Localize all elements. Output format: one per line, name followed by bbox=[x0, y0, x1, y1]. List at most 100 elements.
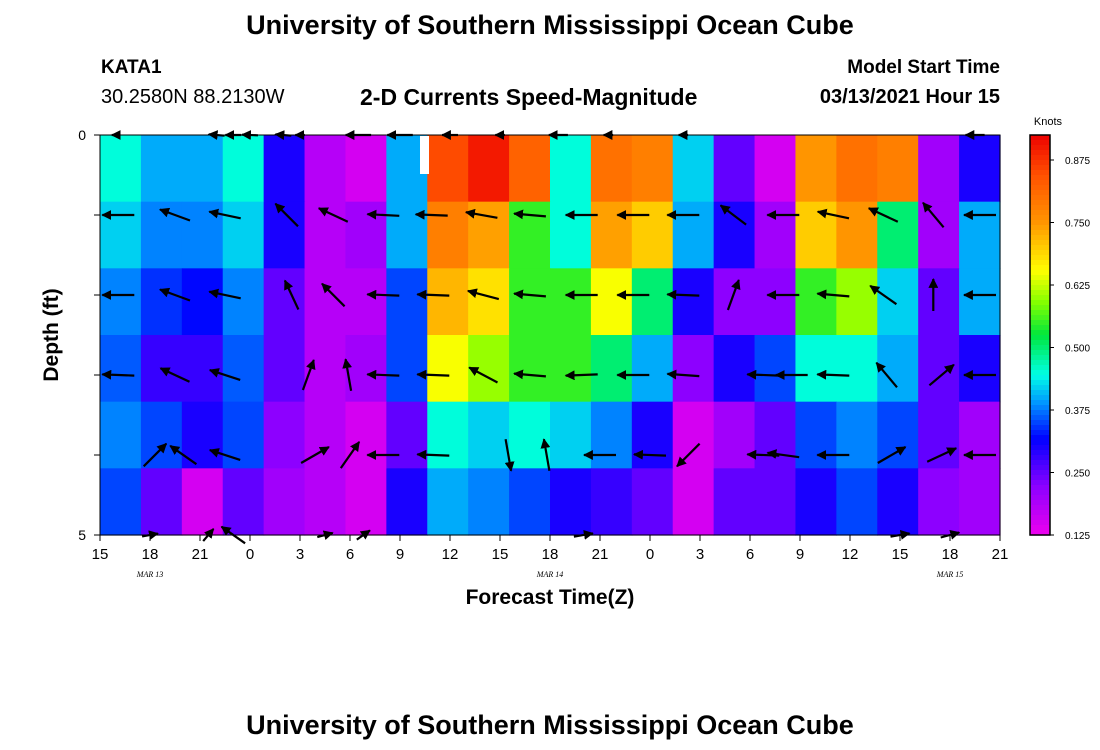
colorbar-segment bbox=[1030, 415, 1050, 421]
heatmap-cell bbox=[918, 335, 960, 403]
colorbar-segment bbox=[1030, 270, 1050, 276]
heatmap-cell bbox=[836, 201, 878, 269]
x-tick-label: 6 bbox=[746, 546, 754, 563]
current-vector bbox=[142, 442, 168, 468]
colorbar-segment bbox=[1030, 220, 1050, 226]
current-vector bbox=[877, 446, 907, 464]
current-vector bbox=[101, 369, 135, 380]
date-label: MAR 13 bbox=[136, 570, 163, 579]
current-vector bbox=[564, 370, 598, 381]
heatmap-cell bbox=[181, 268, 224, 336]
heatmap-cell bbox=[877, 401, 919, 469]
heatmap-cell bbox=[427, 335, 469, 403]
current-vector bbox=[726, 279, 741, 311]
heatmap-cell bbox=[509, 135, 551, 203]
current-vector bbox=[301, 359, 316, 391]
heatmap-cell bbox=[631, 135, 674, 203]
heatmap-cell bbox=[550, 401, 592, 469]
heatmap-cell bbox=[590, 468, 633, 536]
colorbar-segment bbox=[1030, 520, 1050, 526]
current-vector bbox=[869, 284, 898, 306]
heatmap-cell bbox=[631, 401, 674, 469]
current-vector bbox=[513, 209, 546, 220]
heatmap-cell bbox=[222, 268, 265, 336]
colorbar-segment bbox=[1030, 175, 1050, 181]
current-vector bbox=[666, 289, 700, 300]
colorbar-segment bbox=[1030, 265, 1050, 271]
heatmap-cell bbox=[550, 268, 592, 336]
colorbar-segment bbox=[1030, 475, 1050, 481]
current-vector bbox=[719, 204, 747, 226]
heatmap-cell bbox=[386, 268, 428, 336]
x-tick-label: 0 bbox=[646, 546, 654, 563]
heatmap-cell bbox=[550, 201, 592, 269]
heatmap-cell bbox=[140, 135, 183, 203]
current-vector bbox=[867, 207, 899, 223]
colorbar-segment bbox=[1030, 305, 1050, 311]
current-vector bbox=[816, 369, 850, 380]
heatmap-cell bbox=[795, 201, 837, 269]
current-vector bbox=[321, 282, 346, 308]
colorbar-tick-label: 0.750 bbox=[1065, 219, 1090, 230]
heatmap-cell bbox=[140, 201, 183, 269]
heatmap-cell bbox=[345, 468, 387, 536]
heatmap-cell bbox=[386, 335, 428, 403]
colorbar-segment bbox=[1030, 135, 1050, 141]
heatmap-cell bbox=[263, 268, 306, 336]
current-vector bbox=[208, 368, 241, 381]
heatmap-cell bbox=[386, 468, 428, 536]
heatmap-cell bbox=[754, 468, 797, 536]
colorbar-units: Knots bbox=[1034, 116, 1063, 128]
heatmap-cell bbox=[918, 401, 960, 469]
colorbar-segment bbox=[1030, 205, 1050, 211]
heatmap-cell bbox=[959, 201, 1001, 269]
heatmap-cell bbox=[509, 335, 551, 403]
heatmap-cell bbox=[263, 135, 306, 203]
heatmap-cell bbox=[468, 468, 510, 536]
current-vector bbox=[466, 288, 500, 301]
heatmap-cell bbox=[713, 401, 756, 469]
colorbar-segment bbox=[1030, 525, 1050, 531]
colorbar-segment bbox=[1030, 345, 1050, 351]
heatmap-cell bbox=[836, 401, 878, 469]
colorbar-segment bbox=[1030, 485, 1050, 491]
y-axis-label: Depth (ft) bbox=[40, 288, 63, 381]
heatmap-cell bbox=[304, 401, 347, 469]
heatmap-cell bbox=[345, 268, 387, 336]
current-vector bbox=[513, 369, 546, 380]
heatmap-cell bbox=[427, 468, 469, 536]
date-label: MAR 15 bbox=[936, 570, 963, 579]
colorbar-segment bbox=[1030, 165, 1050, 171]
current-vector bbox=[274, 202, 299, 228]
x-tick-label: 21 bbox=[192, 546, 209, 563]
heatmap-cell bbox=[754, 135, 797, 203]
heatmap-cell bbox=[386, 401, 428, 469]
colorbar-segment bbox=[1030, 510, 1050, 516]
colorbar-tick-label: 0.625 bbox=[1065, 281, 1090, 292]
heatmap-cell bbox=[754, 401, 797, 469]
heatmap-cell bbox=[550, 335, 592, 403]
heatmap-cell bbox=[877, 135, 919, 203]
heatmap-cell bbox=[959, 468, 1001, 536]
colorbar-segment bbox=[1030, 315, 1050, 321]
colorbar-segment bbox=[1030, 370, 1050, 376]
colorbar-segment bbox=[1030, 430, 1050, 436]
colorbar-segment bbox=[1030, 455, 1050, 461]
colorbar-segment bbox=[1030, 170, 1050, 176]
colorbar-segment bbox=[1030, 365, 1050, 371]
colorbar-segment bbox=[1030, 390, 1050, 396]
heatmap-cell bbox=[959, 268, 1001, 336]
heatmap-cell bbox=[181, 135, 224, 203]
current-vector bbox=[416, 289, 450, 300]
x-tick-label: 0 bbox=[246, 546, 254, 563]
x-tick-label: 15 bbox=[892, 546, 909, 563]
current-vector bbox=[159, 287, 191, 302]
x-tick-label: 12 bbox=[442, 546, 459, 563]
colorbar-segment bbox=[1030, 210, 1050, 216]
colorbar-segment bbox=[1030, 150, 1050, 156]
current-vector bbox=[159, 367, 190, 383]
current-vector bbox=[464, 208, 498, 219]
heatmap-cell bbox=[345, 135, 387, 203]
current-vector bbox=[283, 279, 300, 310]
